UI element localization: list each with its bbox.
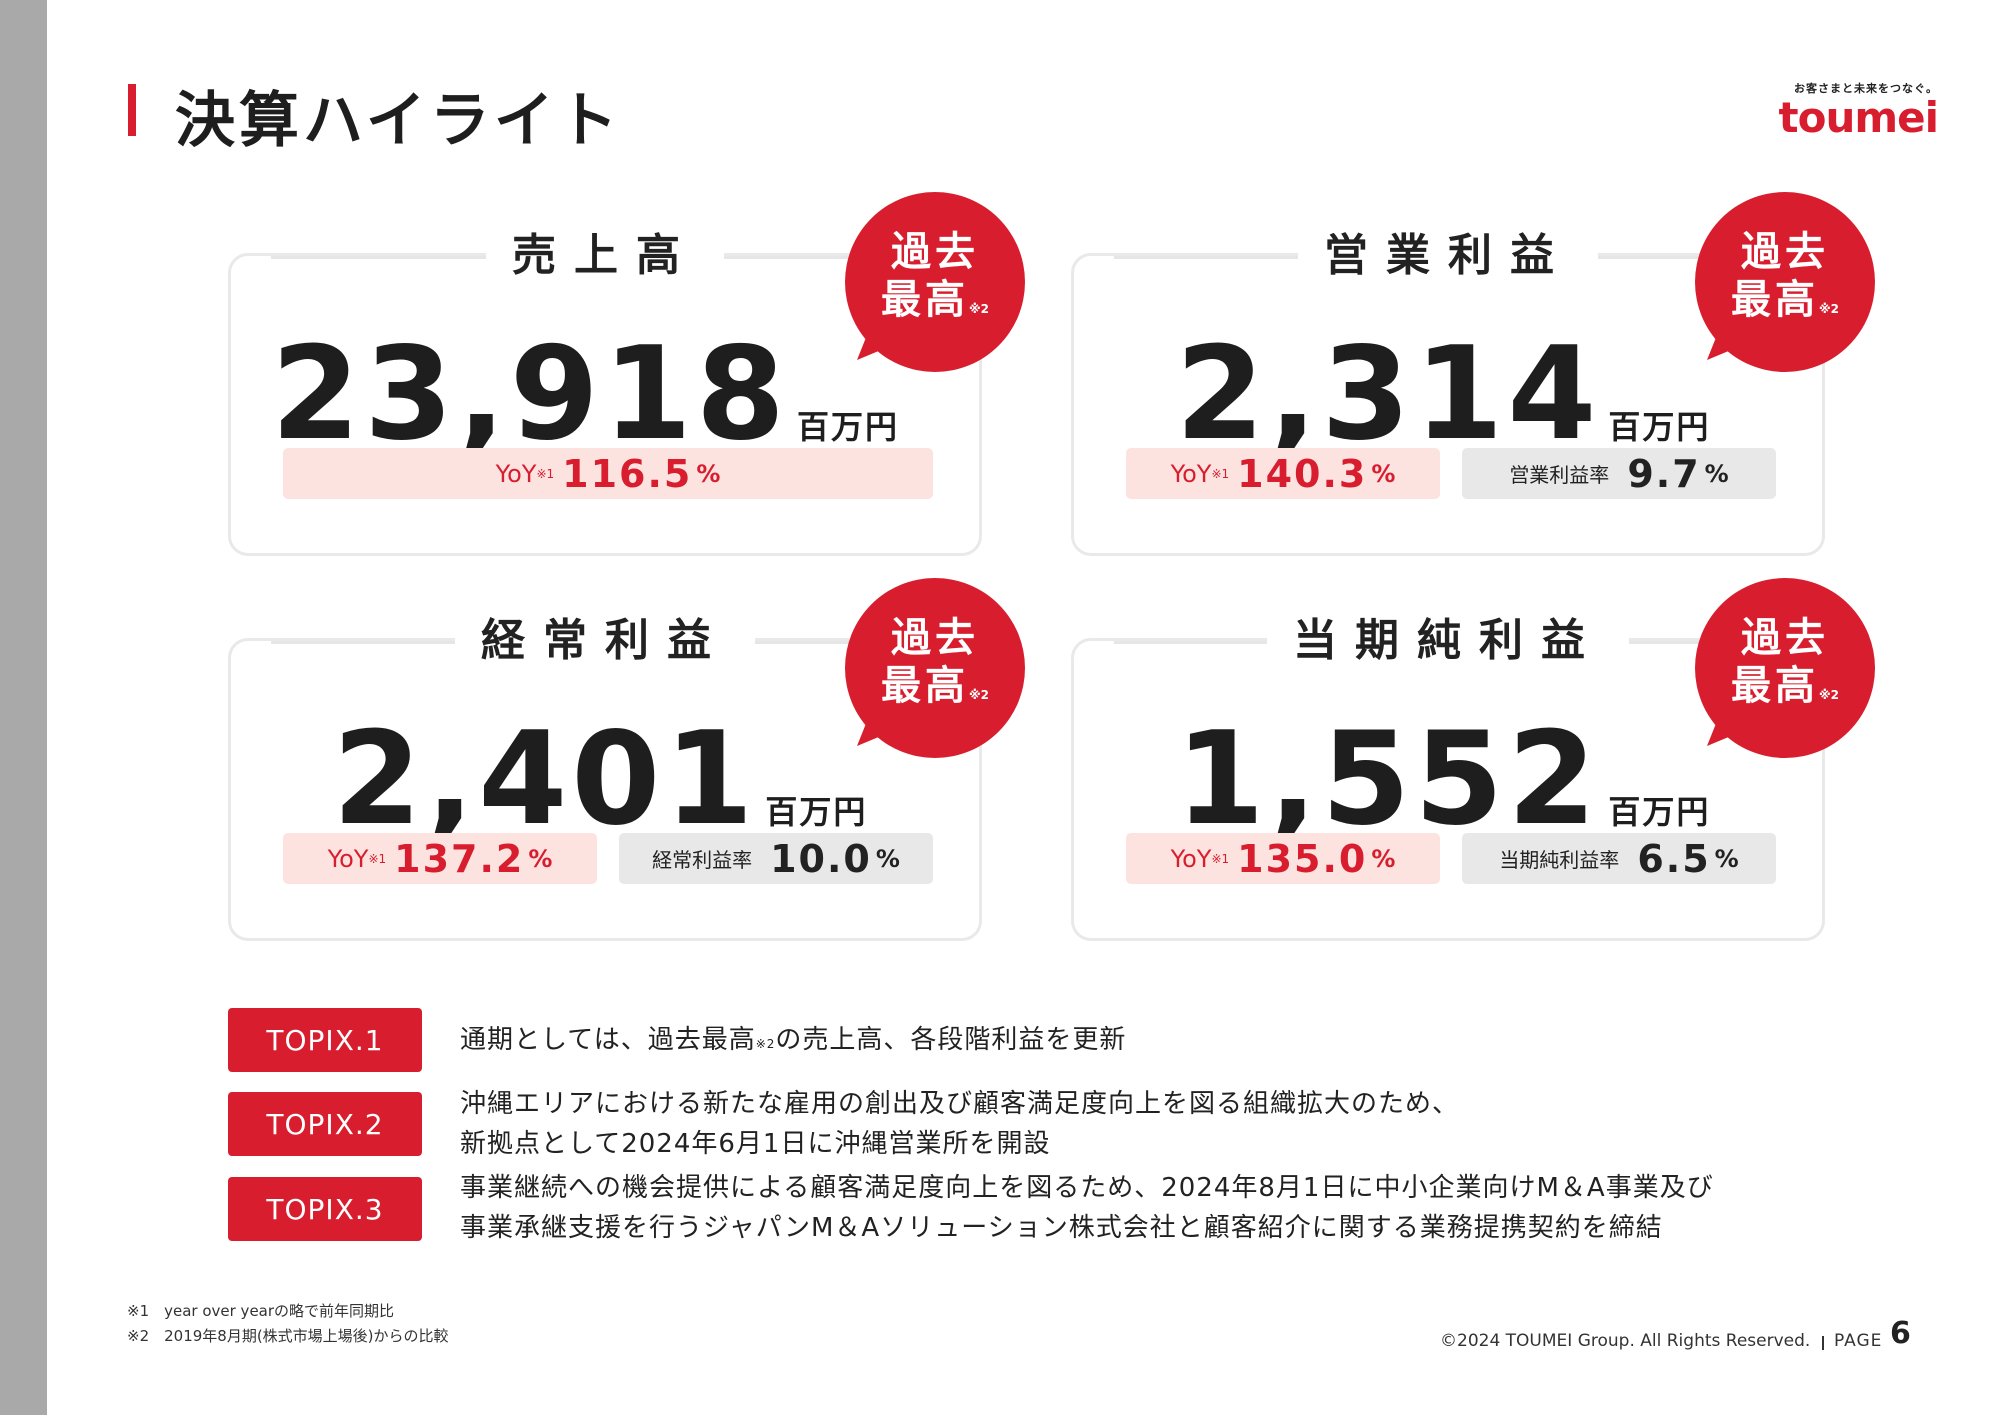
logo-tagline: お客さまと未来をつなぐ。 (1794, 82, 1938, 95)
speech-bubble-icon (1695, 192, 1875, 372)
footnote-1: ※1 year over yearの略で前年同期比 (127, 1302, 395, 1320)
yoy-footnote-mark: ※1 (536, 466, 555, 481)
topix-2-text: 沖縄エリアにおける新たな雇用の創出及び顧客満足度向上を図る組織拡大のため、 新拠… (460, 1084, 1459, 1164)
yoy-label: YoY (495, 459, 537, 488)
yoy-percent: % (1371, 844, 1396, 873)
record-high-badge: 過去 最高※2 (843, 576, 1027, 760)
margin-pill: 経常利益率 10.0% (619, 833, 933, 884)
speech-bubble-icon (845, 578, 1025, 758)
card-title: 営業利益 (1298, 220, 1598, 292)
company-logo: お客さまと未来をつなぐ。 toumei (1778, 80, 1939, 142)
yoy-footnote-mark: ※1 (1211, 466, 1230, 481)
record-high-badge: 過去 最高※2 (1693, 190, 1877, 374)
card-title-rule (1114, 256, 1774, 259)
badge-footnote-mark: ※2 (968, 688, 989, 702)
card-unit: 百万円 (765, 793, 868, 831)
topix-3-text: 事業継続への機会提供による顧客満足度向上を図るため、2024年8月1日に中小企業… (460, 1168, 1714, 1248)
topix-1-label: TOPIX.1 (228, 1008, 422, 1072)
badge-line2: 最高 (1730, 277, 1819, 323)
yoy-footnote-mark: ※1 (1211, 851, 1230, 866)
topix-3-label: TOPIX.3 (228, 1177, 422, 1241)
yoy-footnote-mark: ※1 (368, 851, 387, 866)
record-high-badge: 過去 最高※2 (843, 190, 1027, 374)
topix-2-label: TOPIX.2 (228, 1092, 422, 1156)
badge-line1: 過去 (1741, 615, 1829, 661)
badge-line1: 過去 (1741, 229, 1829, 275)
topix-2-line: 新拠点として2024年6月1日に沖縄営業所を開設 (460, 1129, 1051, 1159)
logo-wordmark: toumei (1778, 93, 1939, 142)
yoy-pill: YoY ※1 140.3% (1126, 448, 1440, 499)
margin-label: 当期純利益率 (1499, 848, 1620, 872)
yoy-percent: % (1371, 459, 1396, 488)
badge-footnote-mark: ※2 (1818, 688, 1839, 702)
page-label: PAGE (1834, 1331, 1883, 1351)
margin-percent: % (1704, 459, 1729, 488)
speech-bubble-icon (845, 192, 1025, 372)
card-value: 23,918 (271, 320, 789, 469)
topix-3-line: 事業継続への機会提供による顧客満足度向上を図るため、2024年8月1日に中小企業… (460, 1173, 1714, 1203)
yoy-label: YoY (1170, 844, 1212, 873)
topix-1-footnote-mark: ※2 (755, 1037, 776, 1051)
topix-1-text-part: 通期としては、過去最高 (460, 1025, 756, 1055)
footer-divider (1822, 1336, 1824, 1350)
margin-pill: 営業利益率 9.7% (1462, 448, 1776, 499)
page-number: 6 (1890, 1316, 1911, 1351)
card-title: 当期純利益 (1267, 605, 1629, 677)
badge-footnote-mark: ※2 (968, 302, 989, 316)
yoy-percent: % (528, 844, 553, 873)
card-unit: 百万円 (1608, 408, 1711, 446)
yoy-value: 140.3 (1237, 451, 1368, 496)
card-title: 経常利益 (455, 605, 755, 677)
card-unit: 百万円 (1608, 793, 1711, 831)
copyright-notice: ©2024 TOUMEI Group. All Rights Reserved. (1440, 1331, 1811, 1351)
card-title-rule (1114, 641, 1774, 644)
topix-3-line: 事業承継支援を行うジャパンM＆Aソリューション株式会社と顧客紹介に関する業務提携… (460, 1213, 1663, 1243)
margin-label: 営業利益率 (1509, 463, 1610, 487)
record-high-badge: 過去 最高※2 (1693, 576, 1877, 760)
badge-line1: 過去 (891, 229, 979, 275)
badge-line2: 最高 (1730, 663, 1819, 709)
left-sidebar-strip (0, 0, 47, 1415)
margin-percent: % (875, 844, 900, 873)
margin-value: 9.7 (1627, 451, 1701, 496)
page-title: 決算ハイライト (175, 86, 622, 156)
badge-line1: 過去 (891, 615, 979, 661)
card-title-rule (271, 256, 931, 259)
card-title: 売上高 (486, 220, 724, 292)
margin-percent: % (1714, 844, 1739, 873)
badge-footnote-mark: ※2 (1818, 302, 1839, 316)
yoy-pill: YoY ※1 116.5% (283, 448, 933, 499)
margin-value: 10.0 (770, 836, 872, 881)
badge-line2: 最高 (880, 663, 969, 709)
title-accent-bar (128, 84, 136, 136)
footnote-2: ※2 2019年8月期(株式市場上場後)からの比較 (127, 1327, 449, 1345)
card-value: 1,552 (1175, 705, 1601, 854)
card-unit: 百万円 (796, 408, 899, 446)
yoy-percent: % (696, 459, 721, 488)
yoy-value: 137.2 (394, 836, 525, 881)
margin-value: 6.5 (1637, 836, 1711, 881)
card-value: 2,401 (332, 705, 758, 854)
yoy-pill: YoY ※1 135.0% (1126, 833, 1440, 884)
card-value: 2,314 (1175, 320, 1601, 469)
yoy-value: 135.0 (1237, 836, 1368, 881)
badge-line2: 最高 (880, 277, 969, 323)
topix-1-text: 通期としては、過去最高※2の売上高、各段階利益を更新 (460, 1020, 1126, 1064)
card-title-rule (271, 641, 931, 644)
yoy-value: 116.5 (562, 451, 693, 496)
yoy-label: YoY (1170, 459, 1212, 488)
yoy-label: YoY (327, 844, 369, 873)
yoy-pill: YoY ※1 137.2% (283, 833, 597, 884)
margin-label: 経常利益率 (652, 848, 753, 872)
topix-2-line: 沖縄エリアにおける新たな雇用の創出及び顧客満足度向上を図る組織拡大のため、 (460, 1089, 1460, 1119)
topix-1-text-part: の売上高、各段階利益を更新 (775, 1025, 1127, 1055)
speech-bubble-icon (1695, 578, 1875, 758)
margin-pill: 当期純利益率 6.5% (1462, 833, 1776, 884)
